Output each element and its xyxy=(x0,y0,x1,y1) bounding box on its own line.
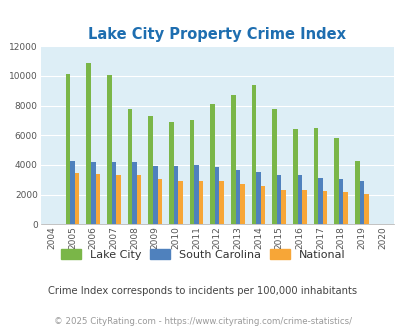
Bar xyxy=(173,166,178,224)
Bar xyxy=(66,75,70,224)
Bar xyxy=(86,63,91,224)
Bar xyxy=(260,186,265,224)
Bar xyxy=(198,181,203,224)
Bar xyxy=(194,165,198,224)
Bar xyxy=(189,120,194,224)
Bar xyxy=(276,175,281,224)
Bar xyxy=(116,176,120,224)
Bar xyxy=(256,172,260,224)
Text: Crime Index corresponds to incidents per 100,000 inhabitants: Crime Index corresponds to incidents per… xyxy=(48,286,357,296)
Bar xyxy=(235,170,239,224)
Bar xyxy=(178,181,182,224)
Bar xyxy=(333,138,338,224)
Bar xyxy=(363,194,368,224)
Bar xyxy=(318,178,322,224)
Bar xyxy=(292,129,297,224)
Bar xyxy=(301,189,306,224)
Bar xyxy=(132,162,136,224)
Bar xyxy=(214,167,219,224)
Bar xyxy=(272,109,276,224)
Bar xyxy=(70,160,75,224)
Bar xyxy=(297,176,301,224)
Bar xyxy=(157,179,162,224)
Text: © 2025 CityRating.com - https://www.cityrating.com/crime-statistics/: © 2025 CityRating.com - https://www.city… xyxy=(54,317,351,326)
Bar xyxy=(281,189,285,224)
Bar xyxy=(107,75,111,224)
Bar xyxy=(251,85,256,224)
Bar xyxy=(136,176,141,224)
Bar xyxy=(148,116,153,224)
Legend: Lake City, South Carolina, National: Lake City, South Carolina, National xyxy=(57,246,348,263)
Bar xyxy=(359,181,363,224)
Bar xyxy=(239,184,244,224)
Bar xyxy=(354,160,359,224)
Bar xyxy=(322,191,326,224)
Bar xyxy=(91,162,95,224)
Title: Lake City Property Crime Index: Lake City Property Crime Index xyxy=(88,27,345,42)
Bar xyxy=(153,167,157,224)
Bar xyxy=(313,128,318,224)
Bar xyxy=(95,174,100,224)
Bar xyxy=(338,179,343,224)
Bar xyxy=(219,181,224,224)
Bar xyxy=(210,104,214,224)
Bar xyxy=(111,162,116,224)
Bar xyxy=(343,192,347,224)
Bar xyxy=(75,173,79,224)
Bar xyxy=(230,95,235,224)
Bar xyxy=(168,122,173,224)
Bar xyxy=(128,109,132,224)
